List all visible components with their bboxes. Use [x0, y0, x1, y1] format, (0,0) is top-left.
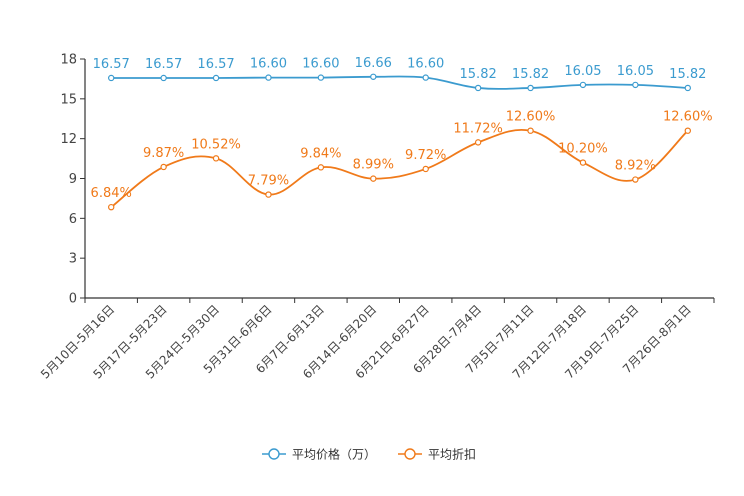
legend-label: 平均折扣 — [428, 447, 476, 462]
data-label: 7.79% — [248, 174, 289, 189]
y-tick-label: 0 — [69, 292, 77, 307]
data-label: 9.84% — [300, 146, 341, 161]
data-label: 15.82 — [512, 67, 549, 82]
legend-marker-icon — [268, 448, 280, 460]
data-label: 16.60 — [250, 57, 287, 72]
data-label: 9.72% — [405, 148, 446, 163]
legend-item-avg-price[interactable]: 平均价格（万） — [262, 447, 376, 462]
data-point[interactable] — [579, 81, 587, 89]
data-label: 10.20% — [558, 142, 608, 157]
data-label: 15.82 — [460, 67, 497, 82]
data-point[interactable] — [527, 84, 534, 92]
series-line — [110, 128, 689, 208]
data-point[interactable] — [422, 165, 429, 173]
data-point[interactable] — [474, 84, 482, 92]
data-point[interactable] — [579, 159, 587, 166]
y-tick-label: 18 — [60, 53, 77, 68]
data-point[interactable] — [632, 81, 639, 89]
data-label: 11.72% — [453, 121, 503, 136]
y-tick-label: 12 — [60, 132, 77, 147]
data-point[interactable] — [160, 163, 167, 171]
series-avg-discount: 6.84% 9.87% 10.52% 7.79% 9.84% 8.99% 9.72% 11.7… — [91, 110, 713, 211]
data-label: 16.60 — [407, 57, 444, 72]
data-point[interactable] — [684, 84, 691, 92]
data-label: 16.57 — [197, 57, 234, 72]
data-point[interactable] — [160, 74, 167, 82]
data-label: 10.52% — [191, 137, 241, 152]
data-label: 12.60% — [506, 110, 556, 125]
legend-item-avg-discount[interactable]: 平均折扣 — [398, 447, 476, 462]
data-point[interactable] — [527, 127, 534, 134]
data-point[interactable] — [108, 74, 115, 82]
data-point[interactable] — [108, 203, 115, 211]
data-label: 8.99% — [353, 158, 394, 173]
chart-legend[interactable]: 平均价格（万） 平均折扣 — [262, 447, 476, 462]
chart-axes: 03691215185月10日-5月16日5月17日-5月23日5月24日-5月… — [38, 53, 715, 382]
data-point[interactable] — [370, 73, 377, 80]
data-label: 16.57 — [93, 57, 130, 72]
data-label: 16.05 — [617, 64, 654, 79]
y-tick-label: 15 — [60, 92, 77, 107]
data-label: 16.66 — [355, 56, 392, 71]
data-point[interactable] — [317, 74, 325, 81]
y-tick-label: 9 — [69, 172, 77, 187]
data-point[interactable] — [265, 191, 272, 198]
data-point[interactable] — [212, 74, 220, 82]
data-point[interactable] — [265, 74, 272, 81]
data-point[interactable] — [684, 127, 691, 134]
data-label: 6.84% — [91, 186, 132, 201]
data-point[interactable] — [474, 139, 482, 146]
data-label: 16.57 — [145, 57, 182, 72]
data-point[interactable] — [422, 74, 429, 81]
y-tick-label: 3 — [69, 252, 77, 267]
data-label: 15.82 — [669, 67, 706, 82]
data-point[interactable] — [370, 175, 377, 182]
y-tick-label: 6 — [69, 212, 77, 227]
legend-marker-icon — [404, 448, 416, 460]
series-avg-price: 16.57 16.57 16.57 16.60 16.60 16.66 16.60 15.82… — [93, 56, 706, 92]
legend-label: 平均价格（万） — [292, 447, 376, 462]
data-point[interactable] — [317, 164, 325, 171]
series-line — [111, 75, 688, 90]
data-point[interactable] — [212, 155, 220, 162]
data-label: 16.05 — [564, 64, 601, 79]
data-label: 16.60 — [302, 57, 339, 72]
data-label: 12.60% — [663, 110, 713, 125]
data-label: 8.92% — [615, 159, 656, 174]
data-label: 9.87% — [143, 146, 184, 161]
series-layer: 16.57 16.57 16.57 16.60 16.60 16.66 16.60 15.82… — [91, 56, 713, 211]
data-point[interactable] — [632, 176, 639, 183]
